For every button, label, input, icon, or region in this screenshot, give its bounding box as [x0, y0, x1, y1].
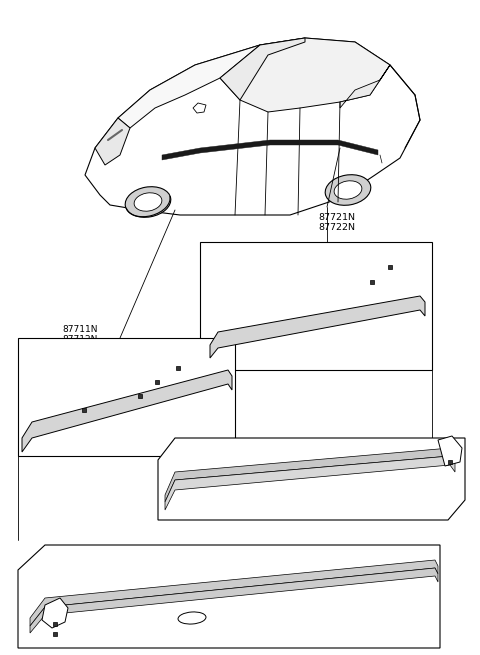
Text: 87753D: 87753D — [268, 550, 304, 559]
Text: 1730AA: 1730AA — [68, 607, 104, 616]
Bar — [53, 632, 57, 636]
Text: 87713N: 87713N — [125, 407, 160, 417]
Ellipse shape — [334, 181, 362, 199]
Polygon shape — [30, 568, 438, 633]
Polygon shape — [42, 598, 68, 628]
Text: 87714N: 87714N — [125, 417, 160, 426]
Text: 87715G: 87715G — [168, 348, 204, 356]
FancyBboxPatch shape — [18, 338, 235, 456]
Bar — [370, 280, 374, 284]
Bar — [176, 365, 180, 370]
Text: 84126R: 84126R — [185, 584, 220, 593]
Text: 87715G: 87715G — [365, 248, 401, 257]
Text: 87751D: 87751D — [18, 576, 54, 584]
Text: 87723N: 87723N — [348, 324, 384, 333]
Polygon shape — [220, 38, 390, 112]
Text: 87756G: 87756G — [418, 451, 454, 460]
Bar — [53, 622, 57, 626]
Polygon shape — [85, 38, 420, 215]
Text: 87737F: 87737F — [232, 253, 266, 263]
Text: 87755B: 87755B — [418, 441, 453, 449]
Polygon shape — [158, 438, 465, 520]
Polygon shape — [22, 370, 232, 452]
Bar — [448, 460, 452, 464]
Polygon shape — [165, 448, 455, 502]
FancyBboxPatch shape — [200, 242, 432, 370]
Text: 87770A: 87770A — [155, 553, 190, 563]
Ellipse shape — [134, 193, 162, 211]
Text: 87711N: 87711N — [62, 326, 97, 335]
Text: 1249LJ: 1249LJ — [68, 622, 98, 631]
Text: 87716D: 87716D — [52, 392, 88, 400]
Text: 87712N: 87712N — [62, 335, 97, 345]
Polygon shape — [95, 118, 130, 165]
Text: 87722N: 87722N — [318, 223, 355, 233]
Text: 1249LJ: 1249LJ — [418, 460, 448, 470]
Bar — [138, 394, 142, 398]
Ellipse shape — [325, 175, 371, 205]
Text: 87724N: 87724N — [348, 333, 383, 343]
Ellipse shape — [178, 612, 206, 624]
Text: 87715H: 87715H — [110, 377, 145, 386]
Text: 87727F: 87727F — [60, 354, 94, 362]
Text: 87757E: 87757E — [260, 440, 294, 449]
Text: 87752D: 87752D — [18, 586, 53, 595]
Polygon shape — [340, 65, 390, 108]
Ellipse shape — [125, 187, 171, 217]
Polygon shape — [162, 140, 378, 160]
Polygon shape — [193, 103, 206, 113]
Bar — [388, 265, 392, 269]
Bar — [82, 408, 86, 412]
Polygon shape — [118, 45, 260, 128]
Text: 87754D: 87754D — [268, 561, 303, 569]
Polygon shape — [210, 296, 425, 358]
Polygon shape — [438, 436, 462, 466]
Text: 87716C: 87716C — [130, 364, 165, 373]
Polygon shape — [220, 38, 305, 100]
Text: 87721N: 87721N — [318, 214, 355, 223]
Text: 87716C: 87716C — [338, 263, 373, 272]
Bar — [155, 380, 159, 384]
Polygon shape — [30, 560, 438, 626]
Polygon shape — [18, 545, 440, 648]
Text: 84116: 84116 — [185, 574, 214, 582]
Polygon shape — [165, 456, 455, 510]
